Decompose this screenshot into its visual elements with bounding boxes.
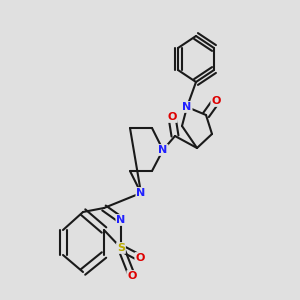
Text: N: N bbox=[116, 215, 126, 225]
Text: S: S bbox=[117, 243, 125, 253]
Text: N: N bbox=[136, 188, 146, 198]
Text: O: O bbox=[211, 96, 221, 106]
Text: O: O bbox=[127, 271, 137, 281]
Text: N: N bbox=[182, 102, 192, 112]
Text: N: N bbox=[158, 145, 168, 155]
Text: O: O bbox=[135, 253, 145, 263]
Text: O: O bbox=[167, 112, 177, 122]
